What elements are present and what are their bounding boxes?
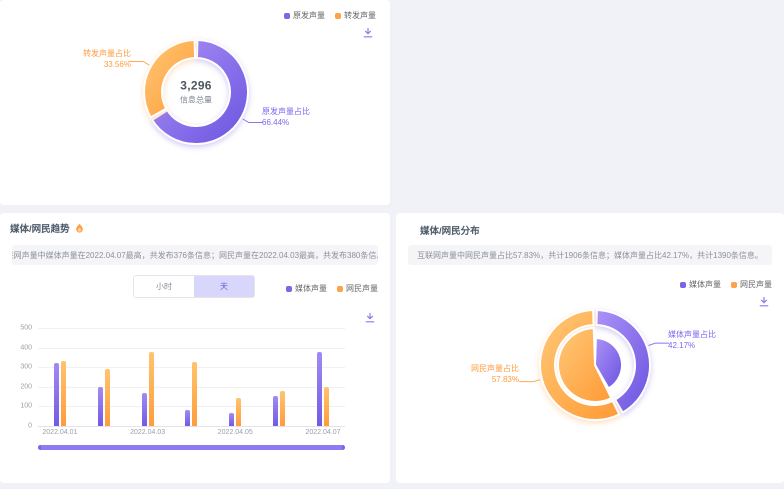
legend-item-origin[interactable]: 原发声量: [284, 10, 325, 21]
media-netizen-bar-chart[interactable]: 0 100 200 300 400 500 2022.04.01 2022.04.03 2022…: [20, 325, 345, 436]
y-axis-tick: 400: [20, 344, 32, 352]
label-leader-line: [519, 379, 541, 383]
netizen-share-label: 网民声量占比 57.83%: [471, 364, 519, 384]
bar-plot-area[interactable]: 0 100 200 300 400 500 2022.04.01 2022.04.03 2022…: [20, 325, 345, 436]
x-axis-label: 2022.04.01: [42, 429, 78, 436]
bar-orange[interactable]: [236, 397, 242, 426]
donut-center-total: 3,296 信息总量: [180, 79, 212, 106]
chart-legend: 原发声量 转发声量: [284, 10, 376, 21]
bar-group: 2022.04.05: [218, 328, 253, 436]
legend-label: 转发声量: [344, 11, 376, 20]
bar-group: 2022.04.01: [42, 328, 77, 436]
bar-purple[interactable]: [97, 386, 103, 426]
legend-item-media[interactable]: 媒体声量: [286, 283, 327, 294]
datazoom-slider[interactable]: [38, 445, 345, 450]
origin-forward-donut-chart[interactable]: [0, 0, 388, 205]
bar-purple[interactable]: [316, 352, 322, 426]
hot-flame-icon: [75, 223, 83, 233]
bar-group: 2022.04.03: [130, 328, 165, 436]
bar-orange[interactable]: [148, 351, 154, 426]
toggle-hour-button[interactable]: 小时: [134, 276, 194, 297]
legend-item-media[interactable]: 媒体声量: [680, 279, 721, 290]
gridline: [38, 386, 345, 388]
download-icon[interactable]: [362, 26, 374, 38]
media-share-label: 媒体声量占比 42.17%: [668, 330, 716, 350]
bar-purple[interactable]: [53, 363, 59, 426]
legend-label: 媒体声量: [689, 280, 721, 289]
toggle-day-button[interactable]: 天: [194, 276, 254, 297]
donut-slice-orange[interactable]: [143, 38, 197, 119]
legend-label: 网民声量: [740, 280, 772, 289]
y-axis-tick: 200: [20, 383, 32, 391]
time-granularity-toggle: 小时 天: [133, 275, 255, 298]
label-leader-line: [242, 118, 263, 123]
inner-slice-orange[interactable]: [557, 326, 613, 403]
legend-marker-orange: [731, 281, 737, 288]
bar-group: 2022.04.07: [305, 328, 341, 436]
label-leader-line: [129, 61, 150, 66]
chart-legend: 媒体声量 网民声量: [286, 283, 378, 294]
legend-marker-orange: [335, 12, 341, 19]
donut-slice-purple[interactable]: [150, 38, 249, 145]
download-icon[interactable]: [364, 311, 376, 323]
y-axis-tick: 0: [28, 422, 32, 430]
bar-orange[interactable]: [60, 361, 66, 426]
gridline: [38, 367, 345, 369]
legend-item-netizen[interactable]: 网民声量: [337, 283, 378, 294]
chart-legend: 媒体声量 网民声量: [680, 279, 772, 290]
inner-slice-purple[interactable]: [593, 336, 623, 390]
legend-label: 网民声量: [346, 284, 378, 293]
x-axis-label: 2022.04.03: [130, 429, 166, 436]
x-axis-label: 2022.04.05: [217, 429, 253, 436]
legend-item-netizen[interactable]: 网民声量: [731, 279, 772, 290]
section-title: 媒体/网民分布: [420, 226, 480, 237]
legend-marker-purple: [284, 12, 290, 19]
summary-bar: 互联网声量中媒体声量在2022.04.07最高，共发布376条信息；网民声量在2…: [12, 245, 378, 265]
legend-marker-orange: [337, 285, 343, 292]
legend-item-forward[interactable]: 转发声量: [335, 10, 376, 21]
legend-marker-purple: [680, 281, 686, 288]
total-value: 3,296: [180, 78, 212, 93]
bar-group: [185, 328, 198, 426]
bar-orange[interactable]: [323, 386, 329, 426]
legend-marker-purple: [286, 285, 292, 292]
gridline: [38, 328, 345, 329]
y-axis-tick: 500: [20, 324, 32, 332]
summary-bar: 互联网声量中网民声量占比57.83%，共计1906条信息；媒体声量占比42.17…: [408, 245, 772, 265]
media-netizen-trend-card: 媒体/网民趋势 互联网声量中媒体声量在2022.04.07最高，共发布376条信…: [0, 213, 390, 483]
bar-orange[interactable]: [280, 390, 286, 426]
gridline: [38, 406, 345, 408]
bar-group: [97, 328, 110, 426]
bar-purple[interactable]: [273, 395, 279, 426]
bar-purple[interactable]: [185, 410, 191, 426]
bar-group: [273, 328, 286, 426]
gridline: [38, 426, 345, 427]
label-leader-line: [648, 342, 670, 346]
ring-slice-orange[interactable]: [539, 308, 621, 421]
y-axis-tick: 300: [20, 363, 32, 371]
bar-orange[interactable]: [192, 362, 198, 426]
legend-label: 媒体声量: [295, 284, 327, 293]
origin-share-label: 原发声量占比 66.44%: [262, 107, 310, 127]
bar-purple[interactable]: [141, 392, 147, 426]
y-axis-tick: 100: [20, 402, 32, 410]
gridline: [38, 347, 345, 349]
x-axis-label: 2022.04.07: [305, 429, 341, 436]
bar-purple[interactable]: [229, 413, 235, 426]
forward-share-label: 转发声量占比 33.56%: [83, 49, 131, 69]
origin-forward-share-card: 原发声量 转发声量 3,296 信息总量 转发声量占比 33.56% 原发声量占…: [0, 0, 388, 205]
media-netizen-share-card: 媒体/网民分布 互联网声量中网民声量占比57.83%，共计1906条信息；媒体声…: [396, 213, 784, 483]
download-icon[interactable]: [758, 295, 770, 307]
bar-groups: 2022.04.01 2022.04.03 2022.04.05 2022.04.07: [38, 328, 345, 436]
ring-slice-purple[interactable]: [595, 308, 651, 414]
bar-orange[interactable]: [104, 369, 110, 426]
section-title: 媒体/网民趋势: [10, 221, 85, 235]
total-label: 信息总量: [180, 95, 212, 105]
media-netizen-pie-chart[interactable]: [396, 213, 784, 483]
legend-label: 原发声量: [293, 11, 325, 20]
